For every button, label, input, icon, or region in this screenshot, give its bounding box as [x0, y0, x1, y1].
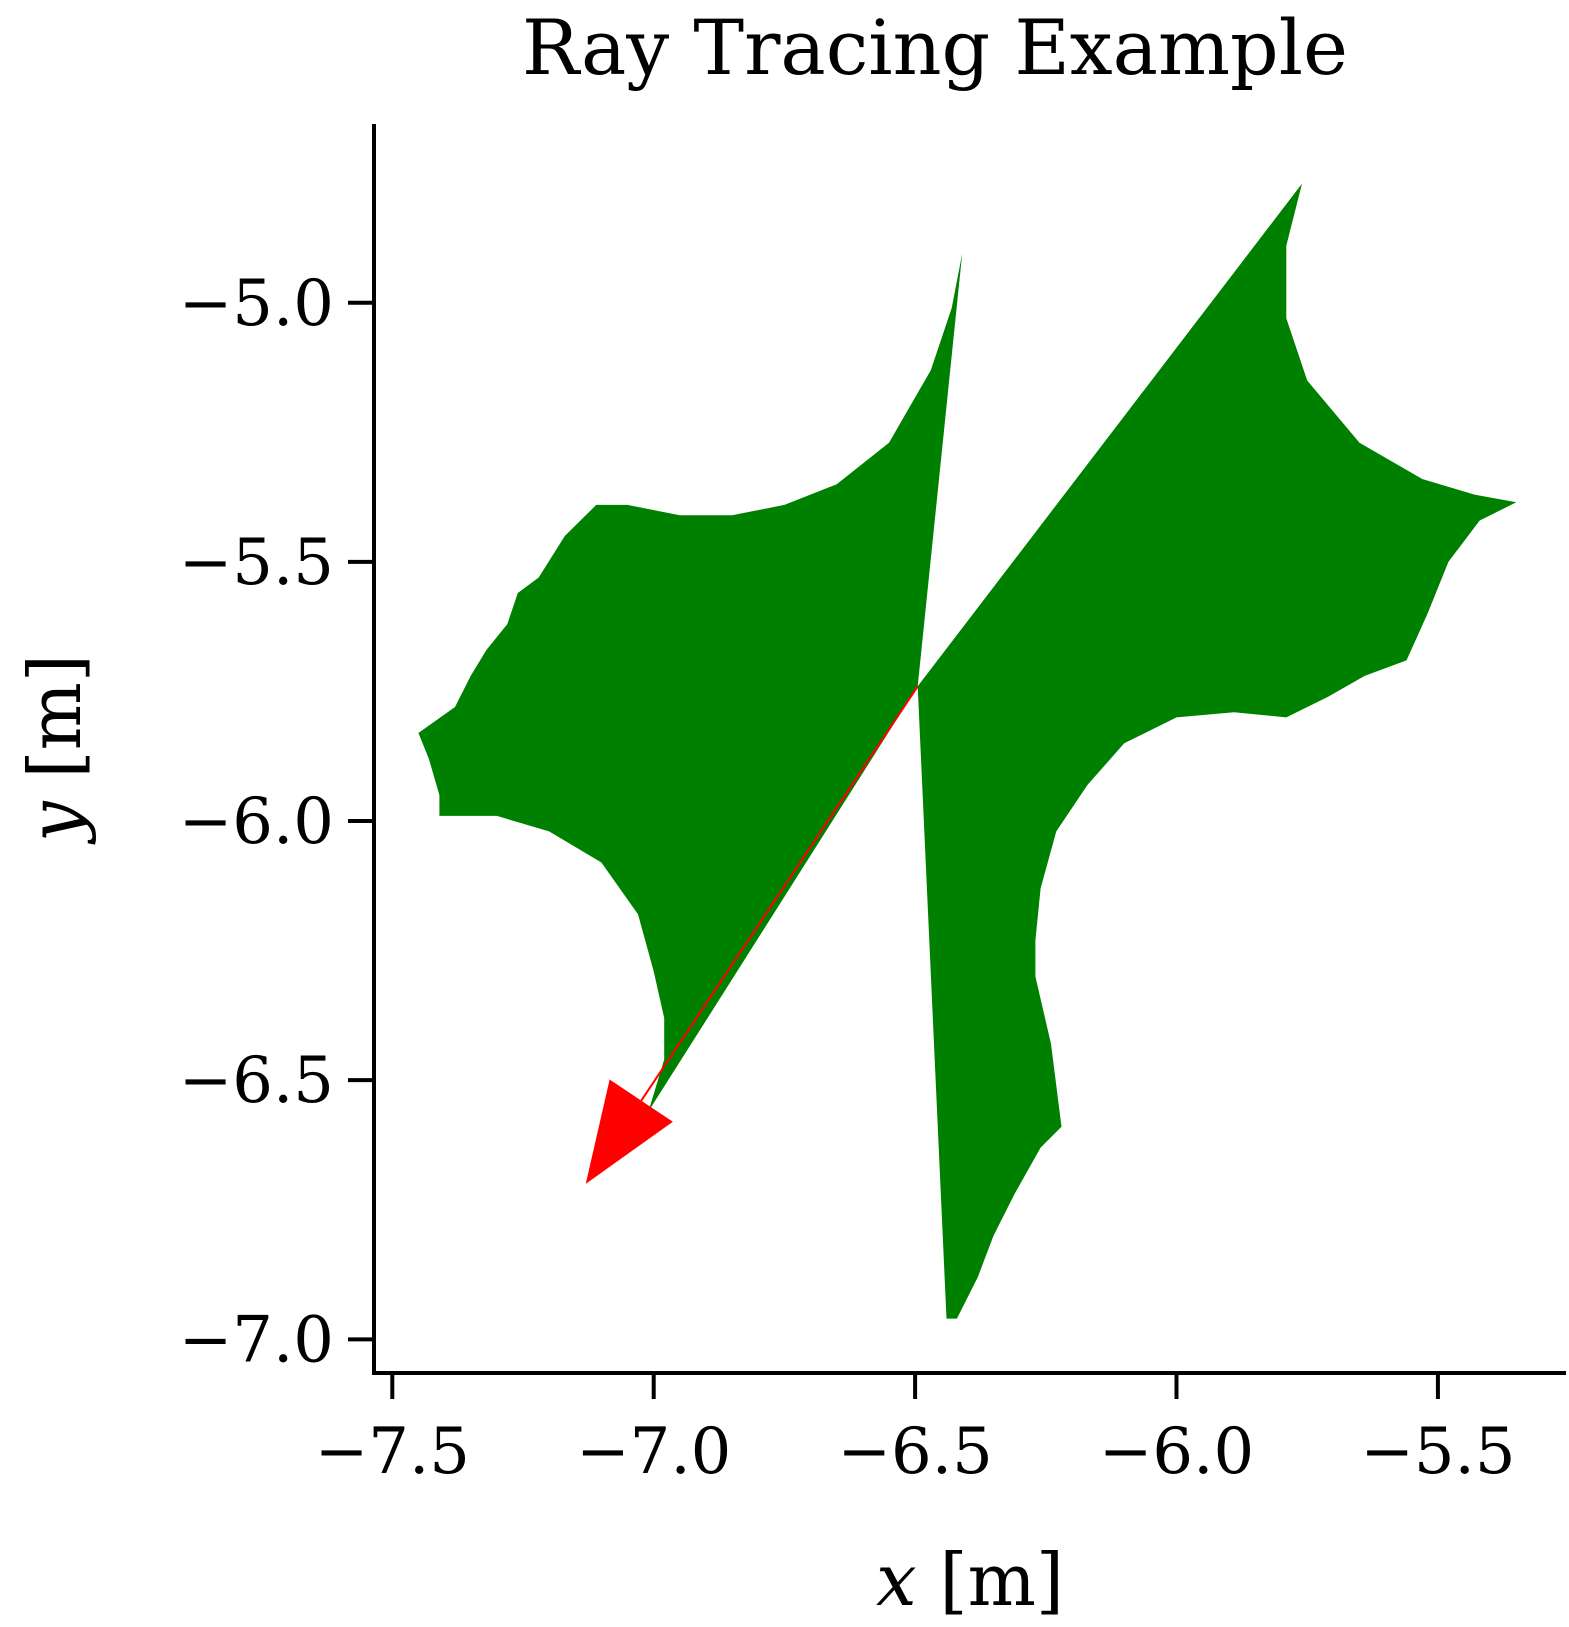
- x-tick-label: −5.5: [1360, 1415, 1515, 1489]
- x-axis-variable: x: [876, 1538, 917, 1622]
- ray-arrow-shaft: [640, 685, 919, 1102]
- y-tick-label: −7.0: [179, 1303, 334, 1377]
- y-tick-label: −6.5: [179, 1044, 334, 1118]
- y-axis-variable: y: [13, 800, 97, 845]
- x-ticks: −7.5 −7.0 −6.5 −6.0 −5.5: [315, 1373, 1516, 1489]
- ray-fan-region: [418, 183, 1517, 1319]
- y-axis-unit: [m]: [13, 654, 97, 801]
- y-tick-label: −5.0: [179, 267, 334, 341]
- y-tick-label: −6.0: [179, 785, 334, 859]
- ray-arrow-head: [585, 1079, 673, 1184]
- x-tick-label: −6.5: [837, 1415, 992, 1489]
- y-tick-label: −5.5: [179, 526, 334, 600]
- x-tick-label: −7.5: [315, 1415, 470, 1489]
- x-axis-label: x [m]: [876, 1538, 1064, 1622]
- y-axis-label: y [m]: [13, 654, 97, 845]
- chart-title: Ray Tracing Example: [522, 3, 1348, 92]
- x-tick-label: −7.0: [576, 1415, 731, 1489]
- axes: −7.5 −7.0 −6.5 −6.0 −5.5 −5.0−5.5−6.0−6.5−7.…: [179, 124, 1566, 1489]
- x-axis-unit: [m]: [917, 1538, 1064, 1622]
- y-ticks: −5.0 −5.5 −6.0 −6.5 −7.0: [179, 267, 374, 1377]
- plot-area: [418, 183, 1517, 1319]
- x-tick-label: −6.0: [1099, 1415, 1254, 1489]
